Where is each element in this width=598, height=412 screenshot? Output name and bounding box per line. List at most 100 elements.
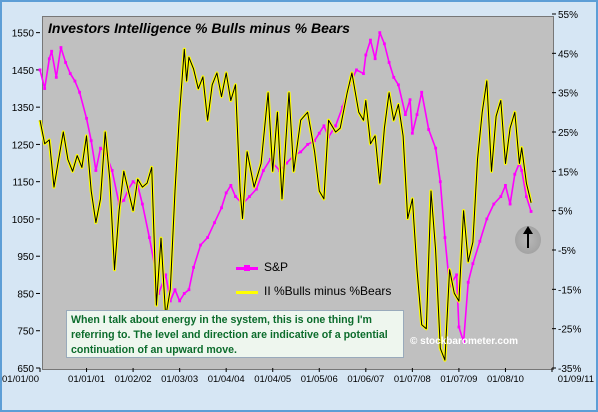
- y-right-tick-label: -15%: [558, 285, 581, 296]
- series-point-sp: [455, 273, 458, 277]
- series-point-sp: [141, 202, 144, 206]
- series-point-sp: [322, 124, 326, 128]
- series-point-sp: [457, 325, 461, 329]
- series-point-sp: [173, 288, 177, 292]
- series-point-sp: [168, 299, 172, 303]
- series-point-sp: [392, 75, 396, 79]
- y-left-tick-label: 1550: [12, 29, 35, 40]
- series-point-sp: [206, 236, 209, 239]
- series-point-sp: [341, 105, 344, 109]
- x-tick-label: 01/03/03: [161, 374, 198, 385]
- series-point-sp: [443, 236, 447, 239]
- series-point-sp: [73, 79, 77, 83]
- y-left-tick-label: 1350: [12, 103, 35, 114]
- series-point-sp: [99, 146, 102, 150]
- series-point-sp: [50, 49, 54, 53]
- chart-title: Investors Intelligence % Bulls minus % B…: [48, 20, 350, 36]
- series-point-sp: [122, 198, 126, 202]
- y-right-tick-label: -5%: [558, 246, 576, 257]
- x-tick-label: 01/07/09: [440, 374, 477, 385]
- series-point-sp: [229, 184, 233, 187]
- series-point-sp: [383, 42, 386, 46]
- series-point-sp: [438, 180, 442, 184]
- y-left-tick-label: 1050: [12, 215, 35, 226]
- series-point-sp: [192, 265, 195, 269]
- series-point-sp: [471, 262, 475, 266]
- series-point-sp: [110, 169, 114, 172]
- series-point-sp: [285, 161, 289, 165]
- series-point-sp: [47, 57, 51, 61]
- series-point-sp: [187, 288, 191, 292]
- series-point-sp: [147, 236, 151, 239]
- series-point-sp: [529, 210, 533, 213]
- x-tick-label: 01/04/05: [254, 374, 291, 385]
- series-point-sp: [78, 90, 81, 94]
- y-left-tick-label: 1450: [12, 66, 35, 77]
- series-point-sp: [504, 184, 507, 187]
- y-left-tick-label: 1150: [12, 178, 34, 189]
- series-point-sp: [178, 299, 182, 303]
- y-right-tick-label: 35%: [558, 89, 578, 100]
- series-point-sp: [408, 98, 412, 102]
- y-left-tick-label: 950: [17, 252, 34, 263]
- series-point-sp: [462, 340, 465, 344]
- y-right-tick-label: 15%: [558, 167, 578, 178]
- legend: S&P II %Bulls minus %Bears: [232, 256, 400, 306]
- x-tick-label: 01/02/02: [115, 374, 152, 385]
- series-point-sp: [434, 146, 438, 150]
- series-point-sp: [499, 195, 503, 198]
- series-point-sp: [199, 243, 202, 247]
- series-point-sp: [248, 195, 251, 198]
- y-right-tick-label: 5%: [558, 207, 573, 218]
- series-point-sp: [317, 131, 321, 135]
- series-line-ii: [39, 48, 532, 361]
- y-left-tick-label: 650: [17, 364, 34, 375]
- series-point-sp: [220, 206, 223, 210]
- series-point-sp: [59, 46, 63, 49]
- series-point-sp: [43, 87, 47, 90]
- series-point-sp: [85, 116, 88, 120]
- y-left-tick-label: 1250: [12, 140, 35, 151]
- x-tick-label: 01/04/04: [208, 374, 245, 385]
- y-right-tick-label: 55%: [558, 10, 578, 21]
- annotation-text: When I talk about energy in the system, …: [66, 310, 404, 358]
- series-point-sp: [255, 187, 258, 191]
- series-point-sp: [485, 217, 489, 221]
- y-right-tick-label: -35%: [558, 364, 581, 375]
- x-tick-label: 01/07/08: [394, 374, 431, 385]
- series-point-sp: [508, 202, 512, 206]
- series-point-sp: [89, 139, 93, 143]
- y-right-tick-label: -25%: [558, 325, 581, 336]
- series-point-sp: [131, 180, 135, 184]
- y-right-tick-label: 45%: [558, 49, 578, 60]
- x-tick-label: 01/05/06: [301, 374, 338, 385]
- series-point-sp: [415, 113, 419, 117]
- series-point-sp: [262, 169, 265, 172]
- series-point-sp: [387, 61, 391, 64]
- series-point-sp: [466, 280, 470, 284]
- series-point-sp: [313, 139, 317, 143]
- series-point-sp: [513, 172, 517, 176]
- series-point-sp: [38, 68, 42, 72]
- series-point-sp: [334, 124, 337, 128]
- series-point-sp: [182, 292, 186, 295]
- series-point-sp: [369, 38, 372, 42]
- series-point-sp: [299, 150, 303, 154]
- x-tick-label: 01/01/01: [68, 374, 105, 385]
- y-left-tick-label: 850: [17, 289, 34, 300]
- series-point-sp: [362, 72, 365, 76]
- series-point-sp: [364, 53, 368, 57]
- watermark: © stockbarometer.com: [410, 336, 518, 347]
- series-point-sp: [373, 57, 377, 61]
- x-tick-label: 01/08/10: [487, 374, 524, 385]
- legend-label-sp: S&P: [264, 260, 289, 274]
- y-right-tick-label: 25%: [558, 128, 578, 139]
- up-arrow-icon: [523, 226, 533, 248]
- series-point-sp: [213, 221, 216, 225]
- series-point-sp: [54, 75, 58, 79]
- series-point-sp: [164, 273, 168, 277]
- legend-swatch-ii: [236, 291, 258, 294]
- series-point-sp: [355, 68, 358, 72]
- series-point-sp: [64, 61, 67, 64]
